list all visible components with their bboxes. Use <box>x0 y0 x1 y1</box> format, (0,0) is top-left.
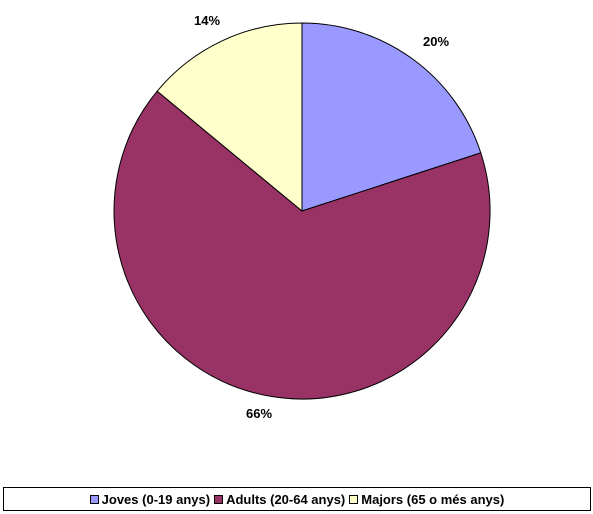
pie-slices <box>113 22 491 400</box>
legend-swatch-adults <box>214 494 224 504</box>
label-joves: 20% <box>423 34 449 49</box>
legend-item-majors: Majors (65 o més anys) <box>349 492 504 507</box>
legend-item-adults: Adults (20-64 anys) <box>214 492 345 507</box>
legend-label-joves: Joves (0-19 anys) <box>101 491 211 507</box>
label-adults: 66% <box>246 406 272 421</box>
legend-label-majors: Majors (65 o més anys) <box>361 491 505 507</box>
slice-majors <box>156 22 303 213</box>
legend-swatch-majors <box>349 494 359 504</box>
slice-adults <box>113 90 491 400</box>
legend: Joves (0-19 anys) Adults (20-64 anys) Ma… <box>3 487 591 511</box>
slice-joves <box>301 22 482 212</box>
legend-swatch-joves <box>89 494 99 504</box>
label-majors: 14% <box>194 13 220 28</box>
legend-label-adults: Adults (20-64 anys) <box>226 491 346 507</box>
legend-item-joves: Joves (0-19 anys) <box>89 491 211 507</box>
